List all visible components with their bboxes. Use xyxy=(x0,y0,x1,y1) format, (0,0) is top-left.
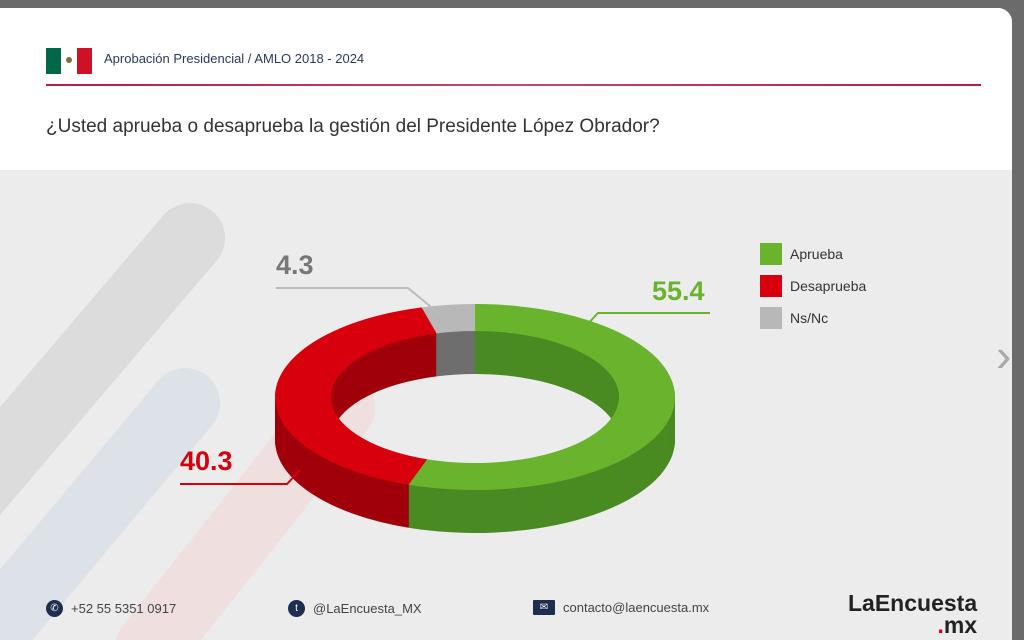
footer-twitter[interactable]: t @LaEncuesta_MX xyxy=(288,600,422,617)
data-label-aprueba: 55.4 xyxy=(652,276,705,306)
decor-stripe xyxy=(0,203,225,516)
data-label-nsnc: 4.3 xyxy=(276,250,314,280)
legend: Aprueba Desaprueba Ns/Nc xyxy=(760,238,866,334)
phone-text: +52 55 5351 0917 xyxy=(71,601,177,616)
header: Aprobación Presidencial / AMLO 2018 - 20… xyxy=(0,8,1012,170)
leader-line-nsnc xyxy=(276,287,443,317)
breadcrumb: Aprobación Presidencial / AMLO 2018 - 20… xyxy=(104,51,365,66)
twitter-icon: t xyxy=(288,600,305,617)
slide: Aprobación Presidencial / AMLO 2018 - 20… xyxy=(0,8,1012,640)
footer-phone[interactable]: ✆ +52 55 5351 0917 xyxy=(46,600,176,617)
legend-item-nsnc: Ns/Nc xyxy=(760,302,866,334)
question-title: ¿Usted aprueba o desaprueba la gestión d… xyxy=(46,116,660,137)
data-label-desaprueba: 40.3 xyxy=(180,446,233,476)
email-text: contacto@laencuesta.mx xyxy=(563,600,710,615)
laencuesta-logo: LaEncuesta .mx xyxy=(848,590,978,638)
legend-label: Desaprueba xyxy=(790,278,867,294)
legend-item-desaprueba: Desaprueba xyxy=(760,270,866,302)
slice-aprueba xyxy=(408,304,675,490)
legend-label: Ns/Nc xyxy=(790,310,829,326)
donut-chart xyxy=(180,287,710,533)
divider xyxy=(46,84,981,86)
mail-icon: ✉ xyxy=(533,600,555,615)
whatsapp-icon: ✆ xyxy=(46,600,63,617)
chevron-right-icon[interactable]: › xyxy=(996,329,1012,381)
slice-desaprueba xyxy=(274,307,437,485)
footer-email[interactable]: ✉ contacto@laencuesta.mx xyxy=(533,600,709,615)
twitter-text: @LaEncuesta_MX xyxy=(313,601,422,616)
legend-label: Aprueba xyxy=(790,246,843,262)
leader-line-desaprueba xyxy=(180,469,301,485)
mexico-flag-icon xyxy=(46,48,92,74)
legend-item-aprueba: Aprueba xyxy=(760,238,866,270)
leader-line-aprueba xyxy=(584,312,710,328)
decor-stripe xyxy=(0,368,220,640)
